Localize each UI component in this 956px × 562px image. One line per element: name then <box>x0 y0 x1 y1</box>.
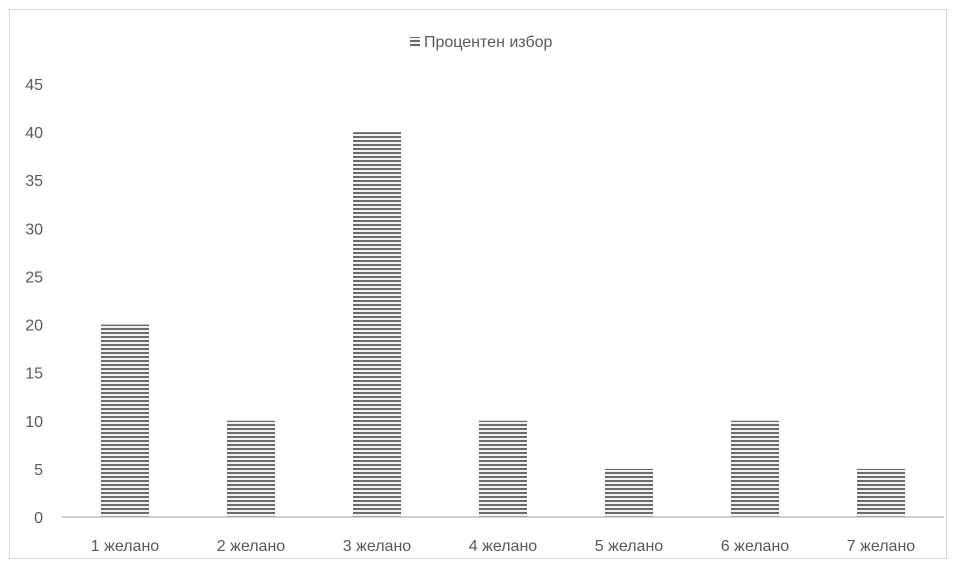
x-tick-label: 4 желано <box>469 538 537 555</box>
y-tick-label: 30 <box>25 221 43 238</box>
y-tick-label: 0 <box>34 510 43 527</box>
x-tick-label: 1 желано <box>91 538 159 555</box>
legend-swatch <box>410 37 420 47</box>
x-axis-tick-labels: 1 желано 2 желано 3 желано 4 желано 5 желано… <box>91 538 915 555</box>
y-tick-label: 15 <box>25 366 43 383</box>
x-tick-label: 5 желано <box>595 538 663 555</box>
legend: Процентен избор <box>410 34 553 51</box>
bar <box>353 132 401 517</box>
legend-label: Процентен избор <box>424 34 553 51</box>
x-tick-label: 2 желано <box>217 538 285 555</box>
y-tick-label: 5 <box>34 462 43 479</box>
x-tick-label: 7 желано <box>847 538 915 555</box>
bar <box>731 420 779 517</box>
y-tick-label: 10 <box>25 414 43 431</box>
bar <box>101 324 149 517</box>
y-tick-label: 20 <box>25 318 43 335</box>
y-tick-label: 45 <box>25 77 43 94</box>
bar <box>479 420 527 517</box>
y-tick-label: 40 <box>25 125 43 142</box>
x-tick-label: 6 желано <box>721 538 789 555</box>
bars <box>101 132 905 517</box>
y-axis-tick-labels: 0 5 10 15 20 25 30 35 40 45 <box>25 77 43 527</box>
chart-frame <box>9 9 947 559</box>
bar <box>857 468 905 517</box>
y-tick-label: 25 <box>25 269 43 286</box>
bar <box>605 468 653 517</box>
bar <box>227 420 275 517</box>
x-tick-label: 3 желано <box>343 538 411 555</box>
y-tick-label: 35 <box>25 173 43 190</box>
